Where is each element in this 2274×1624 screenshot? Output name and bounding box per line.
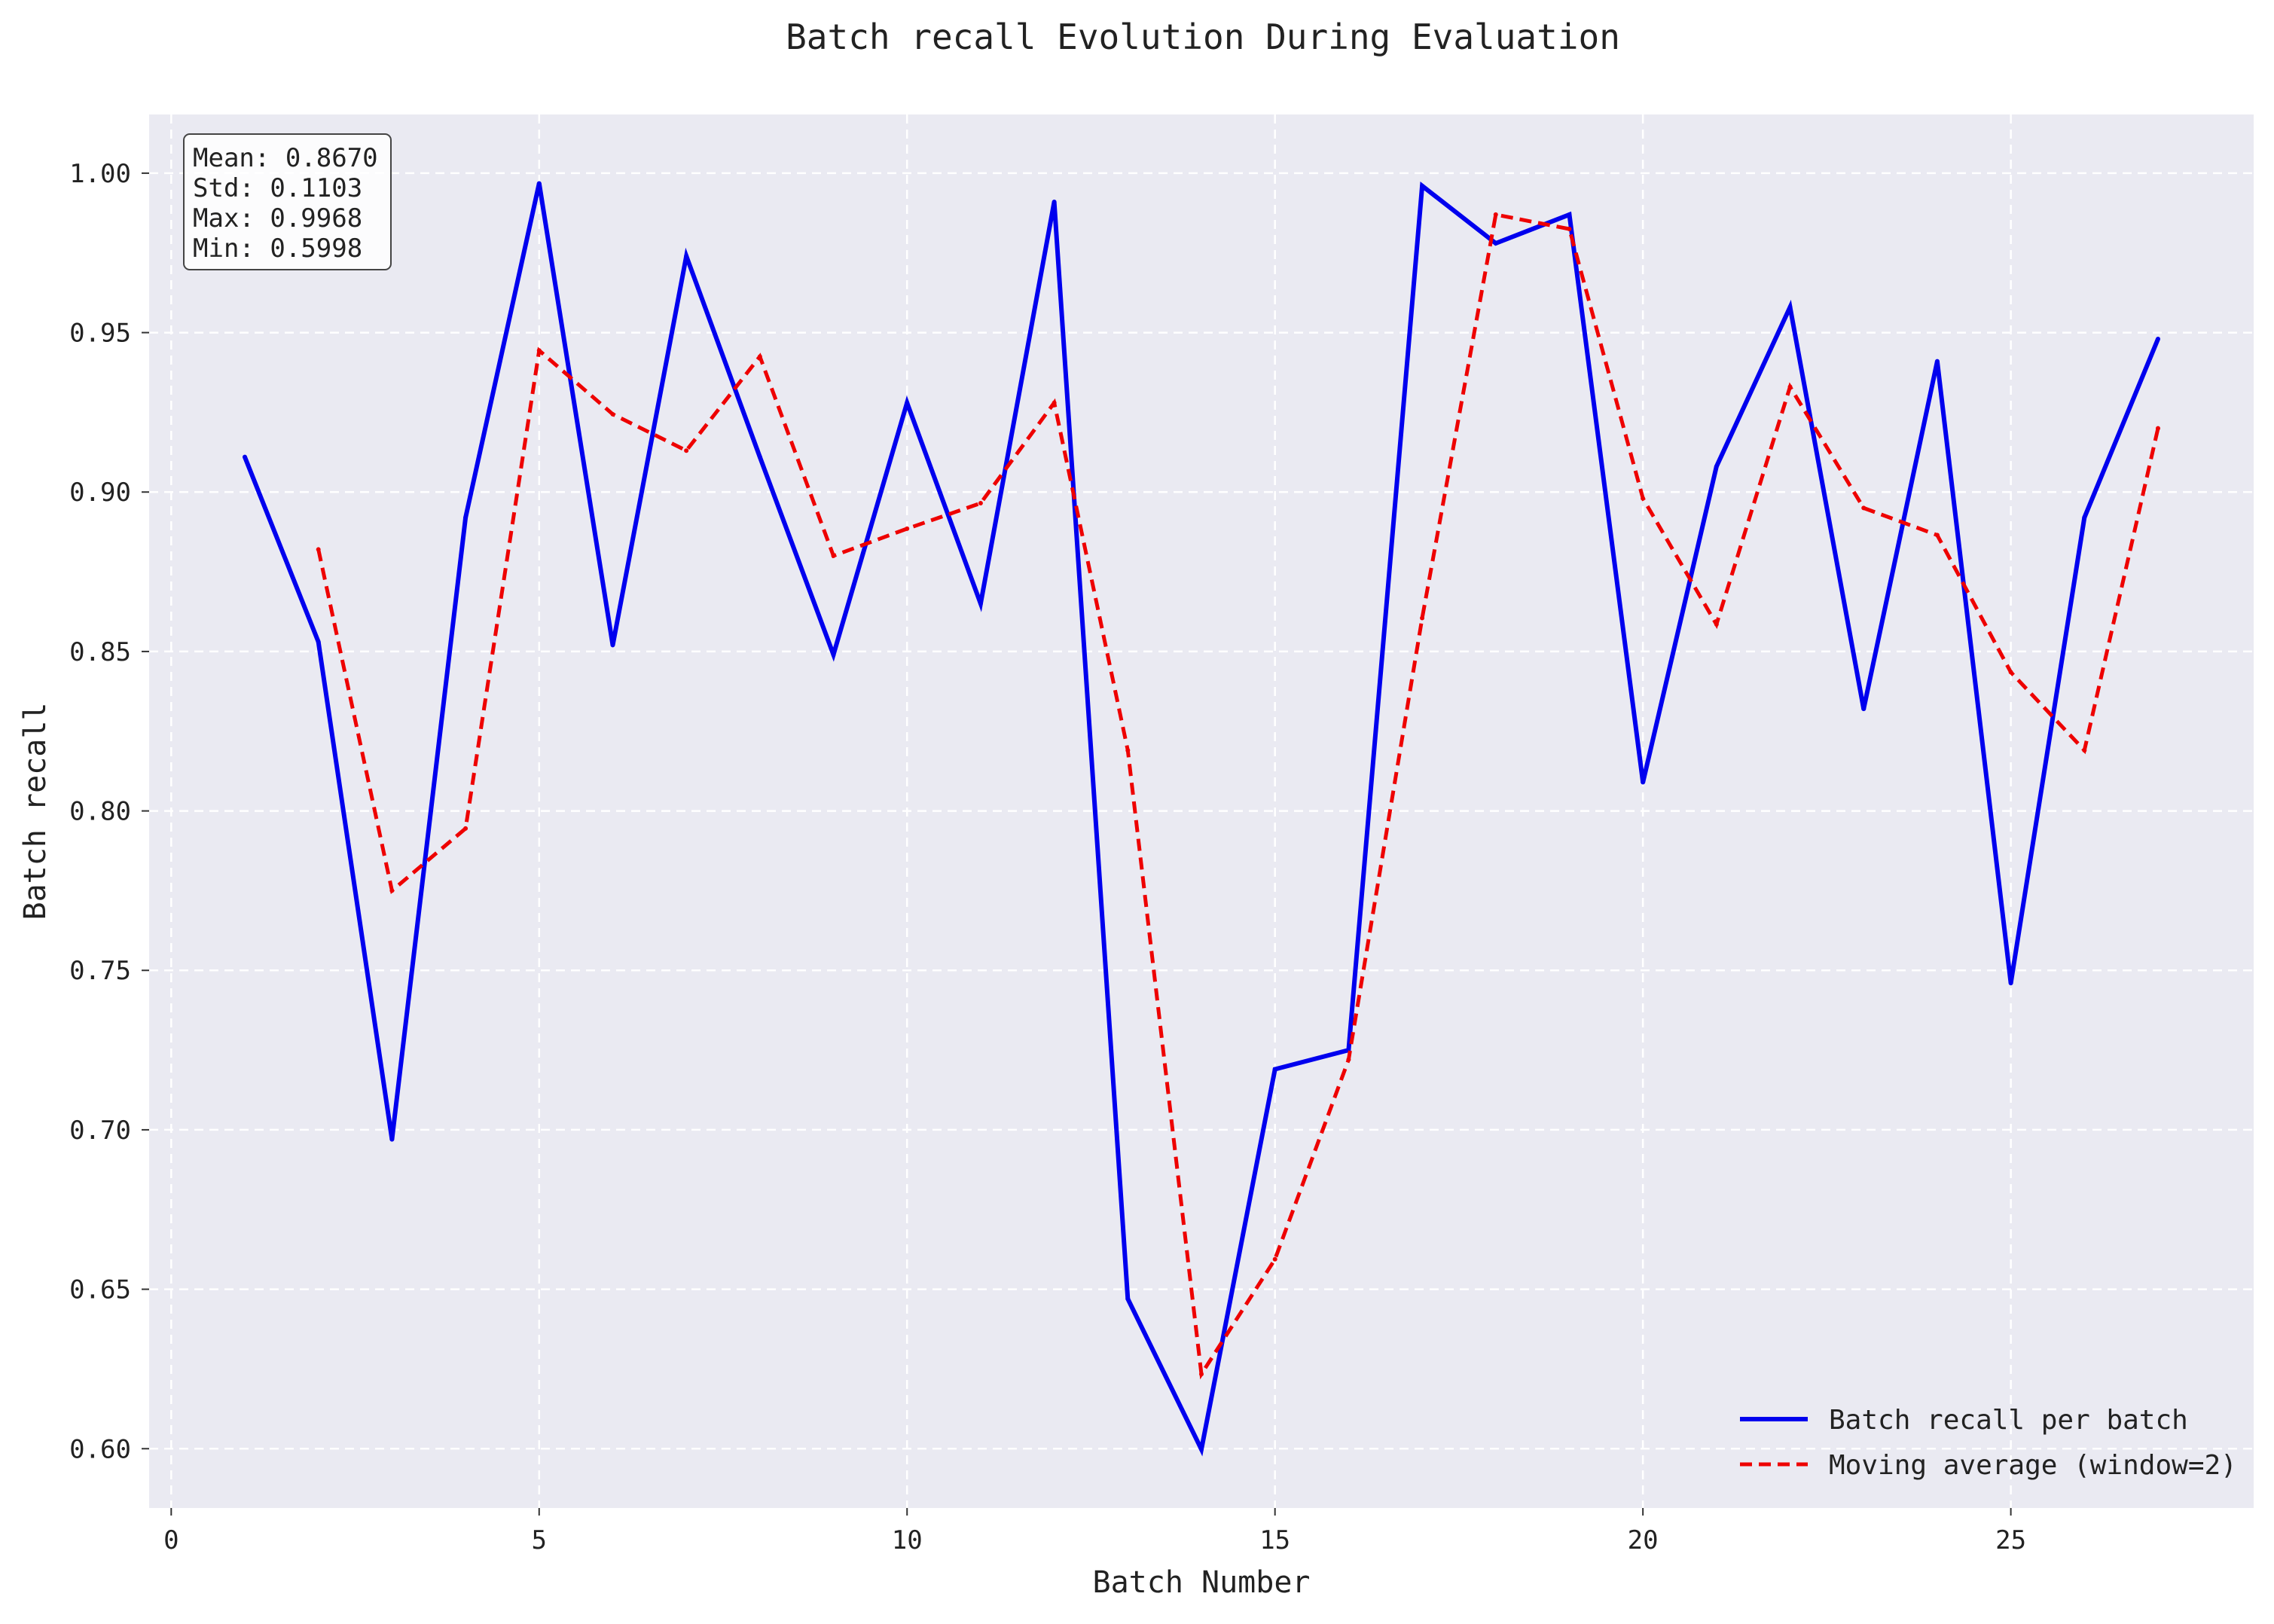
stats-min: Min: 0.5998 bbox=[193, 234, 362, 264]
data-point bbox=[684, 253, 689, 258]
grid-lines bbox=[149, 114, 2254, 1508]
legend: Batch recall per batch Moving average (w… bbox=[1740, 1405, 2237, 1481]
data-point bbox=[905, 526, 910, 531]
x-axis-ticks: 0 5 10 15 20 25 bbox=[163, 1508, 2026, 1555]
data-point bbox=[1493, 241, 1498, 246]
data-point bbox=[1714, 621, 1719, 627]
data-point bbox=[389, 1137, 395, 1142]
x-tick-label: 5 bbox=[532, 1525, 547, 1555]
legend-label-moving-average: Moving average (window=2) bbox=[1829, 1450, 2237, 1481]
x-tick-label: 15 bbox=[1259, 1525, 1290, 1555]
data-point bbox=[1787, 384, 1793, 389]
data-point bbox=[316, 640, 321, 645]
data-point bbox=[316, 547, 321, 552]
y-tick-label: 0.90 bbox=[69, 478, 131, 508]
data-point bbox=[610, 643, 615, 648]
data-point bbox=[243, 454, 247, 459]
data-point bbox=[2082, 748, 2087, 753]
legend-label-recall: Batch recall per batch bbox=[1829, 1405, 2188, 1436]
data-point bbox=[2156, 337, 2160, 342]
data-point bbox=[1199, 1372, 1204, 1377]
data-point bbox=[978, 601, 983, 606]
y-tick-label: 0.65 bbox=[69, 1275, 131, 1305]
y-tick-label: 0.80 bbox=[69, 797, 131, 827]
data-point bbox=[1861, 505, 1867, 511]
x-tick-label: 25 bbox=[1995, 1525, 2026, 1555]
y-axis-ticks: 0.60 0.65 0.70 0.75 0.80 0.85 0.90 0.95 1.00 bbox=[69, 159, 149, 1464]
data-point bbox=[2008, 670, 2013, 675]
x-tick-label: 0 bbox=[163, 1525, 179, 1555]
y-tick-label: 0.60 bbox=[69, 1434, 131, 1464]
data-point bbox=[1346, 1057, 1351, 1062]
data-point bbox=[1567, 212, 1572, 217]
data-point bbox=[1420, 183, 1425, 188]
data-point bbox=[1934, 359, 1940, 364]
data-point bbox=[1641, 496, 1646, 501]
y-axis-label: Batch recall bbox=[18, 703, 53, 920]
data-point bbox=[1934, 533, 1940, 538]
y-tick-label: 1.00 bbox=[69, 159, 131, 189]
data-point bbox=[536, 348, 542, 353]
plot-background bbox=[149, 114, 2254, 1508]
data-point bbox=[1125, 748, 1131, 753]
data-point bbox=[463, 515, 469, 520]
data-point bbox=[1861, 707, 1867, 712]
y-tick-label: 0.95 bbox=[69, 319, 131, 349]
data-point bbox=[2082, 515, 2087, 520]
y-tick-label: 0.85 bbox=[69, 637, 131, 667]
data-point bbox=[1714, 464, 1719, 469]
data-point bbox=[831, 652, 836, 658]
data-point bbox=[757, 354, 762, 359]
data-point bbox=[1052, 199, 1057, 204]
stats-box-frame bbox=[183, 133, 392, 270]
data-point bbox=[389, 888, 395, 893]
data-point bbox=[1641, 780, 1646, 785]
stats-max: Max: 0.9968 bbox=[193, 203, 362, 234]
data-point bbox=[831, 553, 836, 558]
data-point bbox=[536, 181, 542, 186]
data-point bbox=[978, 501, 983, 506]
x-axis-label: Batch Number bbox=[1093, 1565, 1311, 1600]
series-line-moving-average bbox=[316, 212, 2160, 1380]
data-point bbox=[1052, 400, 1057, 405]
stats-std: Std: 0.1103 bbox=[193, 173, 362, 203]
data-point bbox=[1199, 1447, 1204, 1452]
data-point bbox=[1125, 1296, 1131, 1302]
stats-box: Mean: 0.8670 Std: 0.1103 Max: 0.9968 Min… bbox=[183, 133, 392, 270]
data-point bbox=[2008, 981, 2013, 986]
stats-mean: Mean: 0.8670 bbox=[193, 143, 378, 173]
x-tick-label: 20 bbox=[1628, 1525, 1659, 1555]
x-tick-label: 10 bbox=[892, 1525, 923, 1555]
data-point bbox=[1420, 615, 1425, 621]
data-point bbox=[1272, 1067, 1277, 1072]
data-point bbox=[610, 411, 615, 417]
data-point bbox=[1493, 212, 1498, 217]
y-tick-label: 0.75 bbox=[69, 956, 131, 986]
data-point bbox=[905, 400, 910, 405]
series-layer bbox=[243, 181, 2160, 1457]
y-tick-label: 0.70 bbox=[69, 1116, 131, 1146]
data-point bbox=[684, 448, 689, 453]
data-point bbox=[1272, 1256, 1277, 1262]
data-point bbox=[2156, 426, 2160, 431]
chart-title: Batch recall Evolution During Evaluation bbox=[786, 17, 1620, 57]
data-point bbox=[1567, 226, 1572, 231]
data-point bbox=[1787, 304, 1793, 310]
data-point bbox=[463, 826, 469, 831]
data-point bbox=[757, 454, 762, 459]
